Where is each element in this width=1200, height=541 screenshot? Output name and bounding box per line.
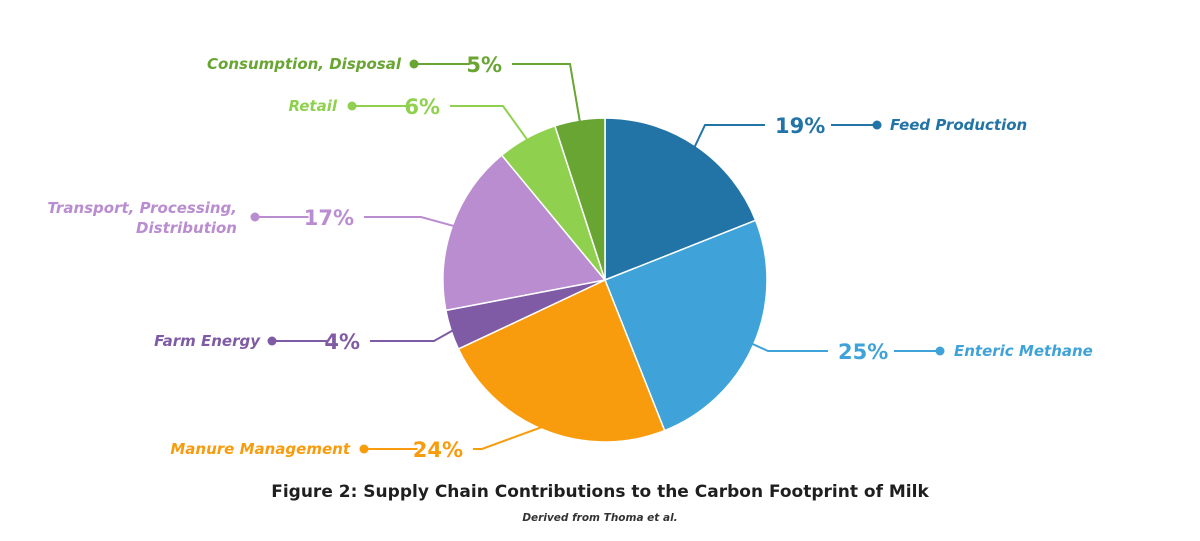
chart-source-note: Derived from Thoma et al.: [522, 512, 678, 524]
callout-dot: [347, 101, 357, 111]
slice-value-label: 6%: [404, 95, 440, 119]
pie-chart: 19% Feed Production 25% Enteric Methane 24% M…: [47, 53, 1093, 462]
callout-leader-farm-energy: [370, 327, 458, 342]
slice-category-label: Consumption, Disposal: [207, 55, 402, 73]
slice-value-label: 4%: [324, 330, 360, 354]
pie-slices: [442, 117, 768, 443]
slice-value-label: 5%: [466, 53, 502, 77]
slice-category-label: Transport, Processing, Distribution: [47, 199, 237, 237]
chart-title: Figure 2: Supply Chain Contributions to …: [271, 482, 929, 502]
slice-category-label: Feed Production: [890, 116, 1027, 134]
slice-value-label: 25%: [838, 340, 888, 364]
callout-dot: [267, 336, 277, 346]
slice-category-label: Enteric Methane: [954, 342, 1093, 360]
callout-leader-enteric-methane: [747, 341, 828, 352]
pie-slice-manure-management: [457, 278, 666, 443]
pie-callouts: 19% Feed Production 25% Enteric Methane 24% M…: [47, 53, 1093, 462]
callout-dot: [359, 444, 369, 454]
slice-value-label: 24%: [413, 438, 463, 462]
slice-category-label: Manure Management: [170, 440, 350, 458]
callout-dot: [250, 212, 260, 222]
callout-leader-retail: [450, 105, 531, 144]
slice-value-label: 19%: [775, 114, 825, 138]
callout-leader-feed-production: [691, 124, 765, 152]
callout-leader-transport-processing-distribution: [364, 216, 459, 229]
slice-category-label: Farm Energy: [154, 332, 261, 350]
callout-dot: [935, 346, 945, 356]
callout-dot: [872, 120, 882, 130]
callout-dot: [409, 59, 419, 69]
slice-value-label: 17%: [304, 206, 354, 230]
slice-category-label: Retail: [288, 97, 337, 115]
callout-leader-manure-management: [473, 424, 548, 450]
callout-leader-consumption-disposal: [512, 63, 582, 127]
